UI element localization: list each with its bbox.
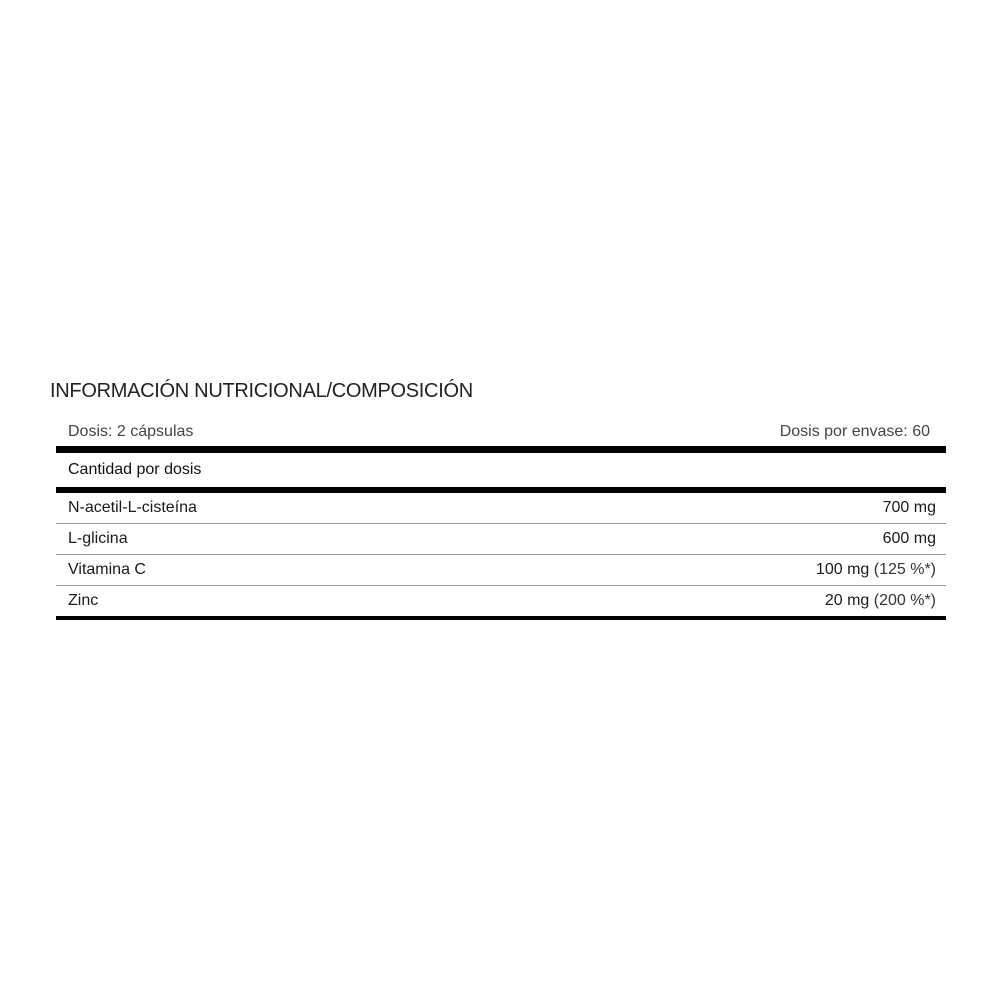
dose-size: Dosis: 2 cápsulas <box>68 423 194 440</box>
ingredient-amount: 100 mg <box>815 561 870 578</box>
table-row: L-glicina 600 mg <box>56 524 946 555</box>
dose-info-row: Dosis: 2 cápsulas Dosis por envase: 60 <box>56 418 946 446</box>
amount-header: Cantidad por dosis <box>68 461 202 478</box>
table-row: N-acetil-L-cisteína 700 mg <box>56 493 946 524</box>
divider-thick <box>56 487 946 493</box>
table-row: Zinc 20 mg (200 %*) <box>56 586 946 616</box>
ingredient-name: Vitamina C <box>68 561 146 578</box>
ingredient-percent: (125 %*) <box>873 561 936 578</box>
ingredient-name: L-glicina <box>68 530 128 547</box>
divider-thick <box>56 616 946 620</box>
nutrition-table: Dosis: 2 cápsulas Dosis por envase: 60 C… <box>56 418 946 620</box>
ingredient-amount: 20 mg <box>824 592 870 609</box>
ingredient-name: N-acetil-L-cisteína <box>68 499 197 516</box>
table-row: Vitamina C 100 mg (125 %*) <box>56 555 946 586</box>
divider-thick <box>56 446 946 453</box>
items-list: N-acetil-L-cisteína 700 mg L-glicina 600… <box>56 493 946 616</box>
ingredient-amount: 700 mg <box>882 499 936 516</box>
ingredient-percent: (200 %*) <box>873 592 936 609</box>
amount-header-row: Cantidad por dosis <box>56 453 946 487</box>
doses-per-container: Dosis por envase: 60 <box>779 423 930 440</box>
ingredient-name: Zinc <box>68 592 99 609</box>
ingredient-amount: 600 mg <box>882 530 936 547</box>
page-title: INFORMACIÓN NUTRICIONAL/COMPOSICIÓN <box>50 380 473 402</box>
